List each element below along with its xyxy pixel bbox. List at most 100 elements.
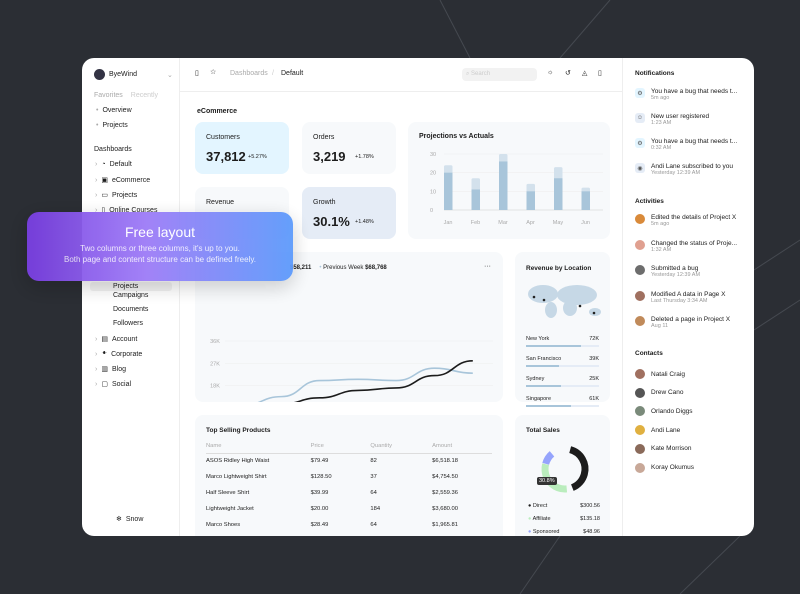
more-icon[interactable]: ··· (484, 263, 491, 270)
avatar (635, 290, 645, 301)
sidebar-item-online-courses[interactable]: › ▯ Online Courses (95, 206, 158, 215)
id-card-icon: ▤ (101, 336, 108, 343)
notification-item[interactable]: ◉ Andi Lane subscribed to you Yesterday 12… (635, 163, 733, 176)
avatar (635, 265, 645, 275)
activity-item[interactable]: Edited the details of Project X 5m ago (635, 214, 736, 227)
sales-legend-item: ● Direct $300.56 (528, 503, 600, 509)
dashboard-window: ByeWind ⌄ Favorites Recently • Overview • Pr… (82, 58, 754, 536)
notification-item[interactable]: ⚙ You have a bug that needs t... 5m ago (635, 88, 737, 101)
location-row: New York 72K (526, 336, 599, 347)
tab-recently[interactable]: Recently (130, 92, 159, 99)
bell-icon[interactable]: ◬ (582, 70, 588, 77)
favorite-projects[interactable]: • Projects (96, 122, 128, 129)
table-row[interactable]: Marco Shoes $28.49 64 $1,965.81 (206, 522, 458, 528)
user-icon: ☺ (635, 113, 645, 123)
contact-item[interactable]: Koray Okumus (635, 462, 694, 473)
contact-item[interactable]: Orlando Diggs (635, 406, 693, 417)
column-header[interactable]: Price (310, 440, 371, 454)
total-sales-card: Total Sales 30.8% ● Direct $300.56 ● Affil… (515, 415, 610, 536)
panel-toggle-icon[interactable]: ▯ (598, 70, 602, 77)
avatar (635, 369, 645, 379)
avatar (635, 214, 645, 224)
activity-item[interactable]: Submitted a bug Yesterday 12:39 AM (635, 265, 700, 278)
contact-item[interactable]: Drew Cano (635, 387, 684, 398)
location-progress (526, 385, 562, 387)
sidebar-item-default[interactable]: › ◔ Default (95, 161, 132, 168)
sidebar-subitem-projects[interactable]: Projects (90, 281, 172, 291)
bar-chart: 30 20 10 0 Jan Feb Mar Apr May Jun (430, 152, 603, 226)
avatar (635, 239, 645, 250)
x-tick: Mar (498, 220, 508, 226)
location-progress (526, 345, 581, 347)
contact-item[interactable]: Andi Lane (635, 425, 680, 436)
user-name: ByeWind (109, 71, 138, 78)
broadcast-icon: ◉ (635, 163, 645, 173)
x-tick: Apr (526, 220, 535, 226)
stat-growth: Growth 30.1% +1.48% (302, 187, 396, 239)
sidebar-item-account[interactable]: › ▤ Account (95, 335, 138, 344)
projections-card: Projections vs Actuals 30 20 10 0 Jan Feb Mar A… (408, 122, 610, 239)
notebook-icon: ▥ (101, 366, 108, 373)
free-layout-banner: Free layout Two columns or three columns… (27, 212, 293, 281)
sidebar-subitem-documents[interactable]: Documents (113, 306, 149, 313)
table-row[interactable]: Marco Lightweight Shirt $128.50 37 $4,754.5… (206, 474, 458, 480)
bar-actual (499, 161, 508, 210)
column-header[interactable]: Amount (432, 440, 492, 454)
column-header[interactable]: Quantity (370, 440, 433, 454)
sidebar-item-corporate[interactable]: › ꔹ Corporate (95, 350, 143, 358)
sidebar-toggle-icon[interactable]: ▯ (195, 70, 199, 77)
sidebar-subitem-campaigns[interactable]: Campaigns (113, 292, 149, 299)
search-input[interactable]: ⌕ Search (462, 68, 537, 81)
book-icon: ▯ (101, 207, 106, 214)
top-products-card: Top Selling Products Name Price Quantity Am… (195, 415, 503, 536)
notification-item[interactable]: ☺ New user registered 1:23 AM (635, 113, 710, 126)
sales-legend-item: ● Sponsored $48.96 (528, 529, 600, 535)
tab-favorites[interactable]: Favorites (94, 92, 123, 99)
y-tick: 10 (430, 189, 436, 195)
table-row[interactable]: Half Sleeve Shirt $39.99 64 $2,559.36 (206, 490, 458, 496)
favorite-overview[interactable]: • Overview (96, 107, 132, 114)
sales-legend-item: ● Affiliate $135.18 (528, 516, 600, 522)
bar-actual (581, 191, 590, 210)
history-icon[interactable]: ↺ (565, 70, 571, 77)
y-tick: 36K (210, 339, 220, 345)
current-week-line (293, 359, 473, 402)
snowflake-icon: ❄ (116, 516, 122, 523)
y-tick: 18K (210, 384, 220, 390)
breadcrumb-dashboards[interactable]: Dashboards (230, 70, 268, 77)
chart-title: Projections vs Actuals (419, 133, 494, 140)
bug-icon: ⚙ (635, 138, 645, 148)
line-chart: 36K27K18K9K0MonTueWedThuFriSatSun (210, 339, 493, 402)
sun-icon[interactable]: ☼ (547, 69, 554, 76)
avatar (635, 462, 645, 473)
table-row[interactable]: Lightweight Jacket $20.00 184 $3,680.00 (206, 506, 458, 512)
sidebar-item-ecommerce[interactable]: › ▣ eCommerce (95, 176, 151, 185)
activity-item[interactable]: Changed the status of Proje... 1:32 AM (635, 239, 737, 253)
sidebar-item-social[interactable]: › ▢ Social (95, 380, 132, 389)
avatar (94, 69, 105, 80)
user-menu[interactable]: ByeWind ⌄ (94, 69, 173, 80)
breadcrumb-default[interactable]: Default (281, 70, 304, 77)
avatar (635, 443, 645, 454)
bar-actual (554, 178, 563, 210)
location-row: Singapore 61K (526, 396, 599, 407)
sidebar-item-blog[interactable]: › ▥ Blog (95, 365, 126, 374)
top-bar: ▯ ☆ Dashboards / Default ⌕ Search ☼ ↺ ◬ … (180, 58, 622, 92)
avatar (635, 425, 645, 436)
pie-icon: ◔ (101, 161, 106, 168)
activity-item[interactable]: Deleted a page in Project X Aug 11 (635, 316, 730, 329)
users-icon: ꔹ (101, 350, 108, 357)
avatar (635, 387, 645, 398)
contact-item[interactable]: Kate Morrison (635, 443, 691, 454)
activity-item[interactable]: Modified A data in Page X Last Thursday 3… (635, 290, 725, 304)
y-tick: 0 (430, 208, 433, 214)
column-header[interactable]: Name (206, 440, 311, 454)
star-icon[interactable]: ☆ (210, 69, 217, 76)
sidebar-item-projects[interactable]: › ▭ Projects (95, 191, 138, 200)
contact-item[interactable]: Natali Craig (635, 369, 685, 379)
x-tick: Feb (471, 220, 480, 226)
sidebar-subitem-followers[interactable]: Followers (113, 320, 143, 327)
chat-icon: ▢ (101, 381, 108, 388)
notification-item[interactable]: ⚙ You have a bug that needs t... 0:32 AM (635, 138, 737, 151)
table-row[interactable]: ASOS Ridley High Waist $79.49 82 $6,518.18 (206, 458, 458, 465)
